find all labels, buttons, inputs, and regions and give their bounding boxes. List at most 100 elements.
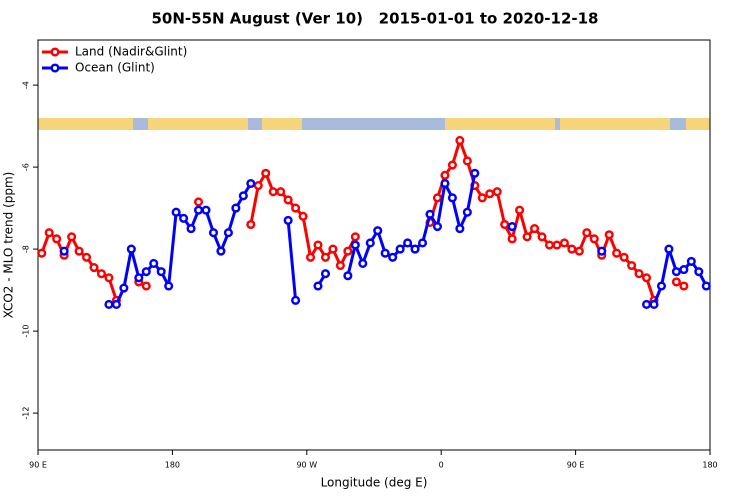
data-point xyxy=(417,238,428,248)
data-point xyxy=(507,222,517,232)
data-point xyxy=(246,178,256,189)
data-point xyxy=(679,265,689,275)
data-point xyxy=(141,281,151,291)
data-point xyxy=(686,256,696,266)
x-tick-label: 180 xyxy=(702,461,717,470)
data-point xyxy=(619,252,629,262)
data-point xyxy=(141,267,151,277)
data-point xyxy=(164,281,174,291)
data-point xyxy=(701,281,711,291)
data-point xyxy=(447,160,457,170)
data-point xyxy=(343,271,353,281)
data-point xyxy=(350,240,360,250)
data-point xyxy=(283,215,293,225)
data-point xyxy=(268,187,278,197)
data-point xyxy=(559,238,569,248)
data-point xyxy=(604,230,614,240)
data-point xyxy=(193,197,204,207)
data-point xyxy=(104,273,114,283)
y-tick-label: -10 xyxy=(22,325,31,338)
data-point xyxy=(201,205,211,215)
data-point xyxy=(313,240,323,250)
data-point xyxy=(67,232,77,242)
data-point xyxy=(246,219,256,230)
data-point xyxy=(634,269,644,279)
chart-title: 50N-55N August (Ver 10) 2015-01-01 to 20… xyxy=(152,10,599,28)
data-point xyxy=(522,232,532,242)
data-point xyxy=(455,224,465,234)
data-point xyxy=(365,238,375,248)
data-point xyxy=(679,281,689,291)
data-point xyxy=(671,277,681,287)
data-point xyxy=(589,234,599,244)
data-point xyxy=(671,267,681,277)
data-point xyxy=(291,295,301,305)
y-tick-label: -8 xyxy=(22,245,31,253)
data-point xyxy=(462,156,472,166)
data-point xyxy=(313,281,323,291)
data-point xyxy=(403,238,413,248)
data-point xyxy=(208,228,219,238)
data-point xyxy=(395,244,405,254)
data-point xyxy=(44,228,54,238)
data-point xyxy=(574,246,584,256)
data-point xyxy=(440,170,450,180)
data-point xyxy=(276,187,286,197)
data-point xyxy=(641,299,652,310)
data-point xyxy=(328,244,338,254)
data-point xyxy=(186,224,196,234)
data-point xyxy=(462,207,472,217)
data-point xyxy=(470,168,480,178)
y-axis-label: XCO2 - MLO trend (ppm) xyxy=(2,172,16,319)
data-point xyxy=(156,267,166,277)
data-point xyxy=(335,260,345,271)
data-point xyxy=(149,258,159,269)
data-point xyxy=(485,189,495,199)
legend-marker xyxy=(50,63,60,73)
x-axis-label: Longitude (deg E) xyxy=(321,476,428,490)
data-point xyxy=(440,178,450,189)
data-point xyxy=(694,267,704,277)
data-point xyxy=(641,273,652,283)
data-point xyxy=(298,211,308,221)
data-point xyxy=(432,222,443,232)
map-strip xyxy=(38,118,710,130)
data-point xyxy=(597,246,607,256)
data-point xyxy=(223,228,233,238)
data-point xyxy=(134,273,144,283)
data-point xyxy=(320,269,331,279)
data-point xyxy=(447,193,457,203)
data-point xyxy=(582,228,592,238)
data-point xyxy=(305,252,316,262)
plot-frame xyxy=(37,39,711,451)
data-point xyxy=(216,246,226,256)
data-point xyxy=(500,219,510,230)
data-point xyxy=(477,193,487,203)
data-point xyxy=(627,260,637,271)
data-point xyxy=(432,193,443,203)
data-point xyxy=(529,224,540,234)
data-point xyxy=(231,203,241,213)
data-point xyxy=(238,191,248,201)
data-point xyxy=(656,281,667,291)
data-point xyxy=(507,234,517,244)
data-point xyxy=(664,244,674,254)
data-point xyxy=(455,135,465,145)
data-point xyxy=(193,205,204,215)
data-point xyxy=(358,258,368,269)
data-point xyxy=(59,246,69,256)
data-point xyxy=(388,252,398,262)
data-point xyxy=(425,209,435,219)
data-point xyxy=(104,299,114,310)
data-point xyxy=(74,246,84,256)
data-point xyxy=(515,205,525,215)
data-point xyxy=(126,244,136,254)
data-point xyxy=(380,248,390,258)
x-tick-label: 90 E xyxy=(29,461,47,470)
legend-label: Land (Nadir&Glint) xyxy=(75,45,187,59)
legend-label: Ocean (Glint) xyxy=(75,61,155,75)
data-point xyxy=(343,246,353,256)
data-point xyxy=(81,252,92,262)
data-point xyxy=(492,187,502,197)
data-point xyxy=(171,207,181,217)
